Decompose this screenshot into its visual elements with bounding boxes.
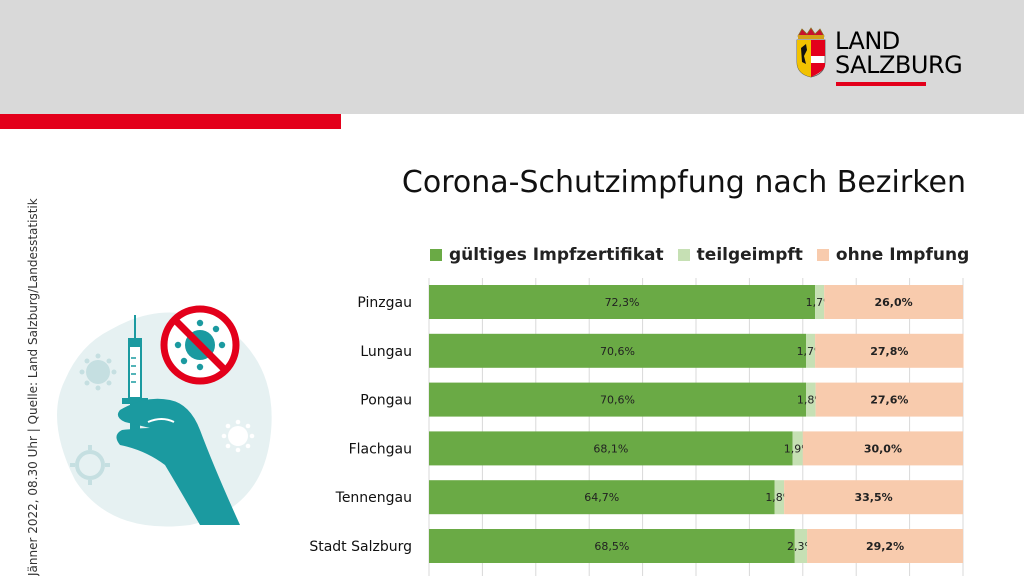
legend-label: ohne Impfung — [835, 245, 970, 265]
bar-segment — [774, 480, 785, 515]
bar-segment — [806, 333, 816, 368]
category-label: Flachgau — [349, 441, 412, 457]
data-label: 68,5% — [594, 540, 629, 553]
bar-segment — [815, 382, 963, 417]
bar-segment — [429, 431, 793, 466]
legend-item: gültiges Impfzertifikat — [430, 245, 664, 265]
hand-icon — [116, 398, 240, 525]
bar-segment — [815, 285, 825, 319]
data-label: 70,6% — [600, 394, 635, 407]
bar-segment — [429, 480, 775, 515]
bar-segment — [806, 382, 816, 417]
data-label: 29,2% — [866, 540, 904, 553]
data-label: 64,7% — [584, 491, 619, 504]
chart-title: Corona-Schutzimpfung nach Bezirken — [401, 165, 966, 200]
land-salzburg-logo[interactable]: LAND SALZBURG — [794, 26, 974, 90]
salzburg-crest-icon — [796, 27, 826, 78]
logo-text-land: LAND — [835, 27, 900, 55]
legend-item: teilgeimpft — [677, 245, 803, 265]
bar-segment — [429, 529, 795, 563]
category-label: Stadt Salzburg — [309, 539, 412, 555]
data-label: 33,5% — [854, 491, 892, 504]
data-label: 26,0% — [874, 296, 912, 309]
category-label: Tennengau — [335, 490, 412, 506]
virus-icon — [221, 419, 255, 453]
logo-text-salzburg: SALZBURG — [835, 51, 963, 79]
virus-icon — [70, 445, 110, 485]
data-label: 70,6% — [600, 345, 635, 358]
category-label: Pongau — [360, 393, 412, 409]
bar-segment — [807, 529, 963, 563]
category-label: Lungau — [360, 344, 412, 360]
vaccination-illustration — [57, 305, 272, 527]
legend-label: teilgeimpft — [696, 245, 803, 265]
bar-segment — [429, 382, 807, 417]
stacked-bar-chart: Pinzgau 72,3% 1,7% 26,0%Lungau 70,6% 1,7% 27,8… — [309, 278, 964, 576]
header-band — [0, 0, 1024, 114]
chart-legend: gültiges Impfzertifikat teilgeimpft ohne I… — [430, 244, 983, 266]
no-virus-icon — [160, 305, 240, 385]
legend-label: gültiges Impfzertifikat — [449, 245, 664, 265]
data-label: 72,3% — [605, 296, 640, 309]
bar-segment — [802, 431, 963, 466]
bar-segment — [429, 333, 807, 368]
bar-segment — [794, 529, 808, 563]
data-label: 30,0% — [864, 442, 902, 455]
accent-red-bar — [0, 114, 341, 129]
legend-swatch — [677, 249, 690, 261]
bar-segment — [824, 285, 963, 319]
virus-icon — [79, 353, 117, 391]
category-label: Pinzgau — [357, 295, 412, 311]
data-label: 27,8% — [870, 345, 908, 358]
data-label: 27,6% — [870, 394, 908, 407]
legend-swatch — [430, 249, 442, 261]
data-label: 68,1% — [593, 442, 628, 455]
bar-segment — [429, 285, 816, 319]
legend-swatch — [816, 249, 829, 261]
bar-segment — [784, 480, 963, 515]
bar-segment — [815, 333, 964, 368]
logo-underline — [836, 82, 926, 86]
legend-item: ohne Impfung — [816, 245, 970, 265]
bar-segment — [792, 431, 803, 466]
